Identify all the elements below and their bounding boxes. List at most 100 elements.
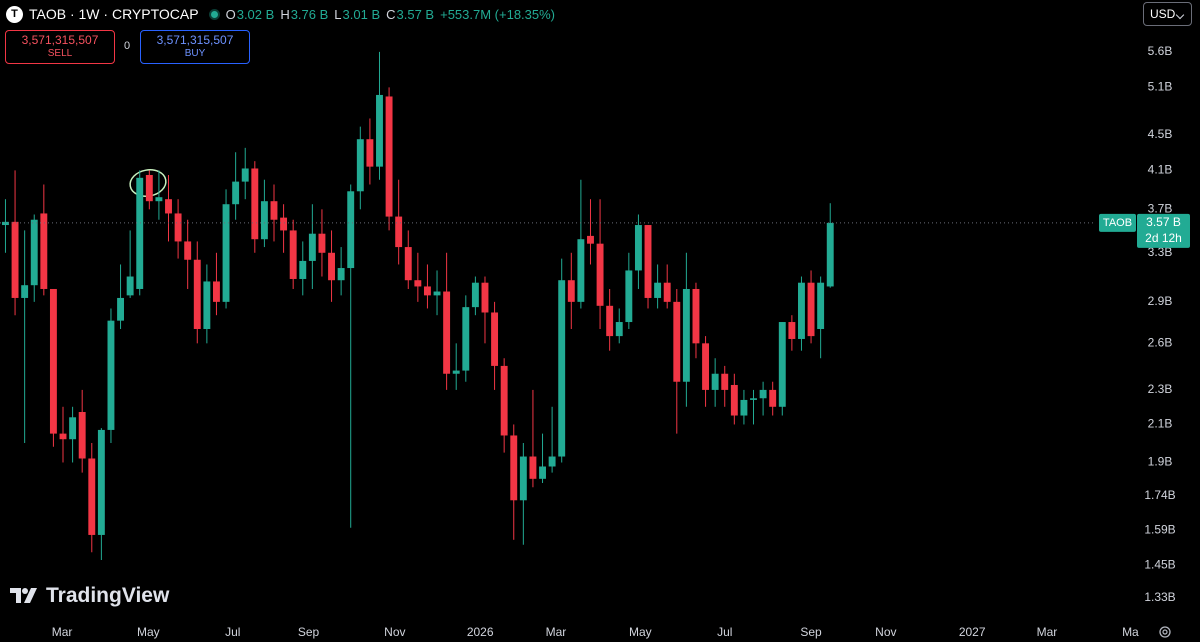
change: +553.7M (+18.35%) xyxy=(440,6,556,22)
candle-body xyxy=(213,281,220,302)
candle-body xyxy=(654,282,662,298)
symbol-icon: T xyxy=(6,5,23,23)
ohlc-value: 3.57 B xyxy=(396,6,435,22)
candle-body xyxy=(59,433,67,440)
tag-symbol: TAOB xyxy=(1103,217,1132,229)
y-tick-label: 4.1B xyxy=(1148,163,1173,177)
candle-body xyxy=(2,221,9,226)
candle-body xyxy=(337,268,345,281)
candle-body xyxy=(88,458,96,535)
candle-body xyxy=(462,307,470,371)
candle-body xyxy=(750,398,757,400)
candle-body xyxy=(548,456,556,467)
symbol-name[interactable]: TAOB · 1W · CRYPTOCAP xyxy=(29,6,199,22)
candle-body xyxy=(452,370,460,374)
logo-part xyxy=(10,588,21,603)
y-tick-label: 5.6B xyxy=(1148,44,1173,58)
candle-body xyxy=(308,233,316,261)
x-tick-label: 2027 xyxy=(959,625,986,639)
logo-part xyxy=(24,588,37,603)
candle-body xyxy=(356,139,364,192)
candle-body xyxy=(165,199,172,214)
ohlc-value: 3.76 B xyxy=(290,6,329,22)
candle-body xyxy=(491,312,499,366)
candle-body xyxy=(587,235,594,244)
ohlc-value: 3.01 B xyxy=(342,6,381,22)
candle-body xyxy=(817,282,825,330)
candle-body xyxy=(49,288,57,434)
price-tag: TAOB 3.57 B 2d 12h xyxy=(1099,213,1190,248)
tag-symbol-bg xyxy=(1099,213,1136,232)
candle-body xyxy=(663,282,671,302)
currency-button[interactable]: USD xyxy=(1143,2,1192,26)
candle-body xyxy=(193,259,201,330)
gear-ring xyxy=(1159,626,1171,638)
candle-body xyxy=(40,213,48,289)
x-tick-label: Jul xyxy=(717,625,732,639)
legend-header: T TAOB · 1W · CRYPTOCAP O 3.02 B H 3.76 B … xyxy=(6,4,555,24)
candle-body xyxy=(529,456,537,479)
settings-icon[interactable] xyxy=(1159,626,1171,638)
candle-body xyxy=(117,297,125,321)
candle-body xyxy=(740,399,748,416)
y-tick-label: 4.5B xyxy=(1148,127,1173,141)
candle-body xyxy=(567,280,575,302)
y-tick-label: 2.3B xyxy=(1148,382,1173,396)
x-tick-label: Mar xyxy=(546,625,567,639)
spread: 0 xyxy=(124,40,131,52)
market-status xyxy=(208,8,220,20)
x-tick-label: Mar xyxy=(1037,625,1058,639)
candle-body xyxy=(510,435,518,501)
candle-body xyxy=(788,322,796,339)
candle-body xyxy=(395,216,403,248)
ohlc-label: O xyxy=(225,6,236,22)
y-tick-label: 2.9B xyxy=(1148,294,1173,308)
sell-label: SELL xyxy=(47,48,73,59)
candle-body xyxy=(443,291,451,374)
candle-body xyxy=(634,225,642,271)
y-tick-label: 1.9B xyxy=(1148,455,1173,469)
buy-price: 3,571,315,507 xyxy=(156,33,234,47)
candle-body xyxy=(174,213,182,242)
y-tick-label: 1.74B xyxy=(1144,488,1175,502)
candle-body xyxy=(126,276,134,296)
candle-body xyxy=(328,252,335,281)
y-tick-label: 1.59B xyxy=(1144,522,1175,536)
logo-text: TradingView xyxy=(46,584,170,607)
buy-button[interactable]: 3,571,315,507 BUY xyxy=(140,30,250,64)
candle-body xyxy=(241,168,249,182)
candle-body xyxy=(481,282,489,313)
candle-body xyxy=(251,168,259,240)
candle-body xyxy=(673,301,681,382)
y-tick-label: 2.1B xyxy=(1148,417,1173,431)
candle-body xyxy=(366,139,374,167)
candle-body xyxy=(222,204,230,302)
candle-body xyxy=(558,280,566,457)
candle-body xyxy=(97,429,105,535)
x-tick-label: 2026 xyxy=(467,625,494,639)
candle-body xyxy=(519,456,527,501)
candle-body xyxy=(807,282,815,337)
candle-body xyxy=(155,197,163,202)
sell-button[interactable]: 3,571,315,507 SELL xyxy=(5,30,115,64)
gear-hub xyxy=(1162,629,1168,635)
tag-price: 3.57 B xyxy=(1146,215,1181,229)
candle-body xyxy=(414,280,422,287)
candle-body xyxy=(404,247,412,281)
candle-body xyxy=(184,241,192,260)
candle-body xyxy=(11,221,19,298)
candle-body xyxy=(280,217,288,231)
candle-body xyxy=(289,230,297,279)
candle-body xyxy=(644,225,652,298)
candle-body xyxy=(30,219,38,286)
ohlc-label: H xyxy=(280,6,290,22)
ohlc-value: 3.02 B xyxy=(236,6,275,22)
y-tick-label: 1.45B xyxy=(1144,557,1175,571)
x-tick-label: Jul xyxy=(225,625,240,639)
logo: TradingView xyxy=(10,584,169,608)
x-tick-label: May xyxy=(629,625,652,639)
candle-body xyxy=(730,384,738,416)
candle-body xyxy=(423,286,431,296)
y-tick-label: 5.1B xyxy=(1148,80,1173,94)
